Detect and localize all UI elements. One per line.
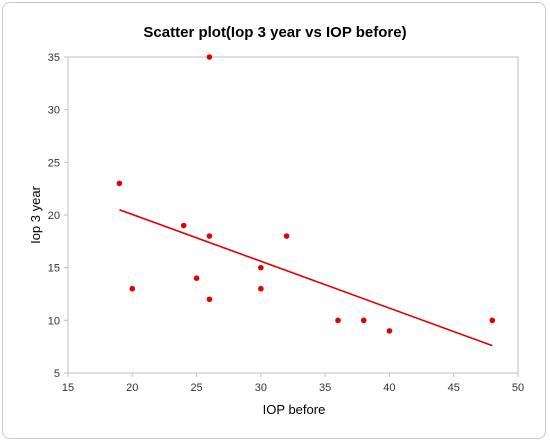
x-tick-label: 45: [448, 382, 460, 394]
plot-area: [67, 56, 519, 374]
trendline: [119, 208, 493, 347]
data-point: [206, 233, 213, 239]
x-tick-label: 20: [126, 382, 138, 394]
x-tick-label: 50: [512, 382, 524, 394]
y-tick-label: 5: [54, 368, 60, 380]
data-points: [116, 54, 496, 334]
data-point: [283, 233, 290, 239]
data-point: [116, 180, 123, 187]
data-point: [206, 54, 213, 60]
x-tick-label: 40: [383, 382, 395, 394]
data-point: [360, 317, 367, 324]
data-point: [193, 275, 200, 282]
chart-title: Scatter plot(Iop 3 year vs IOP before): [143, 24, 406, 41]
x-tick-label: 25: [190, 382, 202, 394]
x-axis-label: IOP before: [263, 402, 326, 417]
data-point: [489, 317, 496, 324]
data-point: [335, 317, 341, 324]
y-tick-label: 25: [48, 157, 60, 169]
data-point: [206, 296, 213, 303]
x-tick-label: 15: [62, 382, 74, 394]
data-point: [129, 285, 136, 292]
y-tick-label: 15: [48, 263, 60, 275]
y-axis-ticks: 5 10 15 20 25 30 35: [48, 52, 68, 380]
x-axis-ticks: 15 20 25 30 35 40 45 50: [62, 373, 524, 394]
y-axis-label: Iop 3 year: [28, 185, 43, 243]
data-point: [386, 328, 393, 334]
data-point: [180, 222, 187, 229]
y-tick-label: 30: [48, 105, 60, 117]
data-point: [258, 285, 264, 292]
y-tick-label: 10: [48, 315, 60, 327]
data-point: [258, 264, 264, 271]
y-tick-label: 35: [48, 52, 60, 64]
x-tick-label: 35: [319, 382, 331, 394]
y-tick-label: 20: [48, 210, 60, 222]
x-tick-label: 30: [255, 382, 267, 394]
